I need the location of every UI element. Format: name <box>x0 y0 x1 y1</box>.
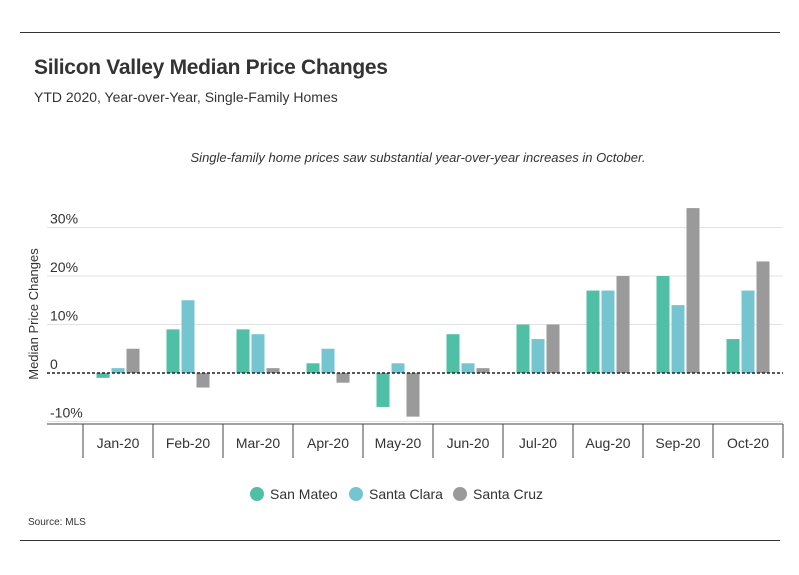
y-tick-label: 20% <box>50 259 78 275</box>
bar-san-mateo-may-20 <box>376 373 390 407</box>
bar-santa-clara-jan-20 <box>111 368 125 373</box>
x-tick-label: May-20 <box>375 435 422 451</box>
legend-label: Santa Cruz <box>473 486 543 502</box>
chart-title: Silicon Valley Median Price Changes <box>34 56 388 79</box>
bar-san-mateo-jul-20 <box>516 324 530 373</box>
chart-annotation: Single-family home prices saw substantia… <box>191 150 646 165</box>
bar-santa-cruz-jun-20 <box>476 368 490 373</box>
legend-label: San Mateo <box>270 486 338 502</box>
y-tick-label: -10% <box>50 405 83 421</box>
bar-santa-cruz-aug-20 <box>616 276 630 373</box>
bar-santa-cruz-feb-20 <box>196 373 210 388</box>
legend-swatch <box>250 487 264 501</box>
bar-santa-cruz-jul-20 <box>546 324 560 373</box>
bar-santa-cruz-jan-20 <box>126 348 140 373</box>
bar-santa-clara-apr-20 <box>321 348 335 373</box>
x-tick-label: Jun-20 <box>447 435 490 451</box>
bar-santa-clara-sep-20 <box>671 305 685 373</box>
legend-swatch <box>349 487 363 501</box>
y-tick-label: 0 <box>50 356 58 372</box>
bar-santa-clara-oct-20 <box>741 290 755 373</box>
x-tick-label: Jan-20 <box>97 435 140 451</box>
bar-santa-cruz-apr-20 <box>336 373 350 383</box>
bar-san-mateo-jan-20 <box>96 373 110 378</box>
bar-santa-cruz-may-20 <box>406 373 420 417</box>
bar-san-mateo-aug-20 <box>586 290 600 373</box>
x-tick-label: Feb-20 <box>166 435 211 451</box>
legend-item-santa-clara: Santa Clara <box>349 486 443 502</box>
bar-san-mateo-jun-20 <box>446 334 460 373</box>
bar-santa-cruz-oct-20 <box>756 261 770 373</box>
bar-santa-clara-feb-20 <box>181 300 195 373</box>
x-tick-label: Oct-20 <box>727 435 769 451</box>
source-note: Source: MLS <box>28 517 86 528</box>
bar-santa-clara-may-20 <box>391 363 405 373</box>
bar-santa-cruz-mar-20 <box>266 368 280 373</box>
bar-santa-clara-jul-20 <box>531 339 545 373</box>
x-tick-label: Sep-20 <box>655 435 700 451</box>
legend-item-san-mateo: San Mateo <box>250 486 338 502</box>
bar-santa-clara-mar-20 <box>251 334 265 373</box>
bar-san-mateo-oct-20 <box>726 339 740 373</box>
x-tick-label: Apr-20 <box>307 435 349 451</box>
legend-item-santa-cruz: Santa Cruz <box>453 486 543 502</box>
x-tick-label: Aug-20 <box>585 435 630 451</box>
bar-san-mateo-feb-20 <box>166 329 180 373</box>
x-tick-label: Jul-20 <box>519 435 557 451</box>
bar-san-mateo-apr-20 <box>306 363 320 373</box>
legend-swatch <box>453 487 467 501</box>
x-tick-label: Mar-20 <box>236 435 281 451</box>
bar-san-mateo-sep-20 <box>656 276 670 373</box>
bottom-rule <box>20 540 780 541</box>
bar-san-mateo-mar-20 <box>236 329 250 373</box>
y-tick-label: 30% <box>50 211 78 227</box>
bar-santa-cruz-sep-20 <box>686 208 700 373</box>
legend-label: Santa Clara <box>369 486 443 502</box>
top-rule <box>20 32 780 33</box>
y-tick-label: 10% <box>50 308 78 324</box>
bar-santa-clara-jun-20 <box>461 363 475 373</box>
chart-subtitle: YTD 2020, Year-over-Year, Single-Family … <box>34 89 338 105</box>
bar-santa-clara-aug-20 <box>601 290 615 373</box>
y-axis-label: Median Price Changes <box>26 248 41 380</box>
